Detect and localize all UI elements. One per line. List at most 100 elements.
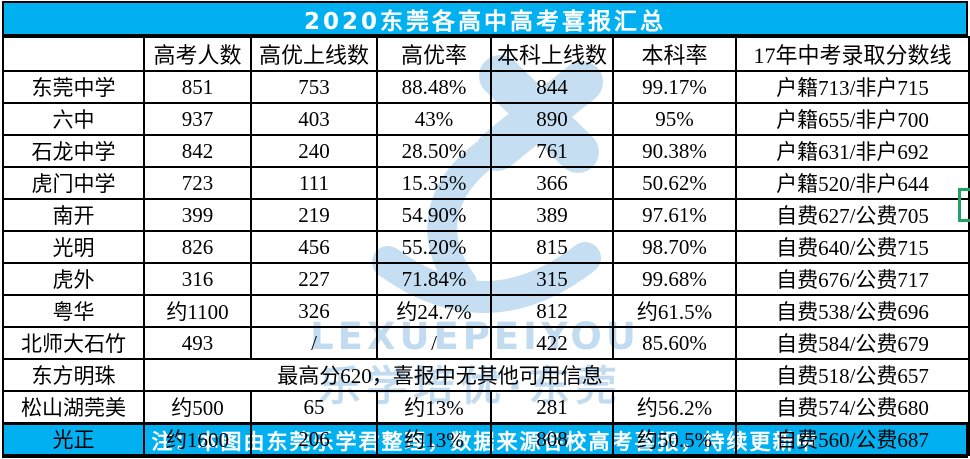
data-cell[interactable]: 95% [612, 102, 737, 136]
data-cell[interactable]: 723 [143, 166, 252, 200]
data-cell[interactable]: 约500 [143, 390, 252, 424]
table-row: 虎外 316 227 71.84% 315 99.68% 自费676/公费717 [2, 262, 970, 296]
school-cell[interactable]: 粤华 [2, 294, 145, 328]
data-cell[interactable]: 316 [143, 262, 252, 296]
header-undergrad-count[interactable]: 本科上线数 [490, 36, 614, 72]
data-cell[interactable]: / [376, 326, 492, 360]
data-cell[interactable]: 753 [250, 70, 378, 104]
data-cell[interactable]: 自费518/公费657 [735, 358, 970, 392]
data-cell[interactable]: 99.68% [612, 262, 737, 296]
school-cell[interactable]: 东方明珠 [2, 358, 145, 392]
data-cell[interactable]: 自费538/公费696 [735, 294, 970, 328]
data-cell[interactable]: 65 [250, 390, 378, 424]
table-row: 光正 约1600 206 约13% 808 约50.5% 自费560/公费687 [2, 422, 970, 456]
data-cell[interactable]: 937 [143, 102, 252, 136]
table-row: 东方明珠 最高分620，喜报中无其他可用信息 自费518/公费657 [2, 358, 970, 392]
school-cell[interactable]: 北师大石竹 [2, 326, 145, 360]
data-cell[interactable]: 851 [143, 70, 252, 104]
data-cell[interactable]: 422 [490, 326, 614, 360]
data-cell[interactable]: 399 [143, 198, 252, 232]
school-cell[interactable]: 东莞中学 [2, 70, 145, 104]
data-cell[interactable]: 761 [490, 134, 614, 168]
header-exam-count[interactable]: 高考人数 [143, 36, 252, 72]
data-cell[interactable]: 约13% [376, 422, 492, 456]
data-cell[interactable]: 约1100 [143, 294, 252, 328]
data-cell[interactable]: 88.48% [376, 70, 492, 104]
table-row: 光明 826 456 55.20% 815 98.70% 自费640/公费715 [2, 230, 970, 264]
data-cell[interactable]: 99.17% [612, 70, 737, 104]
header-undergrad-rate[interactable]: 本科率 [612, 36, 737, 72]
data-cell[interactable]: 90.38% [612, 134, 737, 168]
table-row: 东莞中学 851 753 88.48% 844 99.17% 户籍713/非户7… [2, 70, 970, 104]
data-cell[interactable]: 890 [490, 102, 614, 136]
data-cell[interactable]: 97.61% [612, 198, 737, 232]
school-cell[interactable]: 光明 [2, 230, 145, 264]
data-cell[interactable]: 98.70% [612, 230, 737, 264]
data-cell[interactable]: 240 [250, 134, 378, 168]
merged-note-cell[interactable]: 最高分620，喜报中无其他可用信息 [143, 358, 737, 392]
data-cell[interactable]: 自费584/公费679 [735, 326, 970, 360]
data-cell[interactable]: 50.62% [612, 166, 737, 200]
data-cell[interactable]: 自费627/公费705 [735, 198, 970, 232]
header-school[interactable] [2, 36, 145, 72]
data-cell[interactable]: 自费574/公费680 [735, 390, 970, 424]
results-table: 高考人数 高优上线数 高优率 本科上线数 本科率 17年中考录取分数线 东莞中学… [2, 36, 970, 456]
school-cell[interactable]: 石龙中学 [2, 134, 145, 168]
data-cell[interactable]: 户籍713/非户715 [735, 70, 970, 104]
data-cell[interactable]: 85.60% [612, 326, 737, 360]
data-cell[interactable]: 389 [490, 198, 614, 232]
header-row: 高考人数 高优上线数 高优率 本科上线数 本科率 17年中考录取分数线 [2, 36, 970, 72]
data-cell[interactable]: 约56.2% [612, 390, 737, 424]
data-cell[interactable]: 315 [490, 262, 614, 296]
data-cell[interactable]: 815 [490, 230, 614, 264]
data-cell[interactable]: 493 [143, 326, 252, 360]
data-cell[interactable]: 约24.7% [376, 294, 492, 328]
data-cell[interactable]: 自费560/公费687 [735, 422, 970, 456]
table-row: 虎门中学 723 111 15.35% 366 50.62% 户籍520/非户6… [2, 166, 970, 200]
school-cell[interactable]: 虎外 [2, 262, 145, 296]
data-cell[interactable]: 约13% [376, 390, 492, 424]
data-cell[interactable]: 户籍655/非户700 [735, 102, 970, 136]
school-cell[interactable]: 六中 [2, 102, 145, 136]
data-cell[interactable]: 约1600 [143, 422, 252, 456]
data-cell[interactable]: 户籍631/非户692 [735, 134, 970, 168]
data-cell[interactable]: 403 [250, 102, 378, 136]
data-cell[interactable]: / [250, 326, 378, 360]
data-cell[interactable]: 366 [490, 166, 614, 200]
data-cell[interactable]: 826 [143, 230, 252, 264]
data-cell[interactable]: 281 [490, 390, 614, 424]
data-cell[interactable]: 约50.5% [612, 422, 737, 456]
data-cell[interactable]: 812 [490, 294, 614, 328]
data-cell[interactable]: 约61.5% [612, 294, 737, 328]
data-cell[interactable]: 842 [143, 134, 252, 168]
school-cell[interactable]: 虎门中学 [2, 166, 145, 200]
data-cell[interactable]: 456 [250, 230, 378, 264]
data-cell[interactable]: 28.50% [376, 134, 492, 168]
data-cell[interactable]: 户籍520/非户644 [735, 166, 970, 200]
data-cell[interactable]: 227 [250, 262, 378, 296]
table-row: 石龙中学 842 240 28.50% 761 90.38% 户籍631/非户6… [2, 134, 970, 168]
data-cell[interactable]: 326 [250, 294, 378, 328]
data-cell[interactable]: 55.20% [376, 230, 492, 264]
header-priority-rate[interactable]: 高优率 [376, 36, 492, 72]
table-row: 北师大石竹 493 / / 422 85.60% 自费584/公费679 [2, 326, 970, 360]
excel-selection-border [958, 188, 970, 222]
data-cell[interactable]: 71.84% [376, 262, 492, 296]
data-cell[interactable]: 自费640/公费715 [735, 230, 970, 264]
data-cell[interactable]: 844 [490, 70, 614, 104]
data-cell[interactable]: 43% [376, 102, 492, 136]
header-priority-count[interactable]: 高优上线数 [250, 36, 378, 72]
school-cell[interactable]: 松山湖莞美 [2, 390, 145, 424]
data-cell[interactable]: 111 [250, 166, 378, 200]
school-cell[interactable]: 南开 [2, 198, 145, 232]
data-cell[interactable]: 自费676/公费717 [735, 262, 970, 296]
data-cell[interactable]: 219 [250, 198, 378, 232]
data-cell[interactable]: 206 [250, 422, 378, 456]
page-title: 2020东莞各高中高考喜报汇总 [2, 1, 968, 36]
school-cell[interactable]: 光正 [2, 422, 145, 456]
data-cell[interactable]: 15.35% [376, 166, 492, 200]
header-admission-score[interactable]: 17年中考录取分数线 [735, 36, 970, 72]
data-cell[interactable]: 54.90% [376, 198, 492, 232]
data-cell[interactable]: 808 [490, 422, 614, 456]
